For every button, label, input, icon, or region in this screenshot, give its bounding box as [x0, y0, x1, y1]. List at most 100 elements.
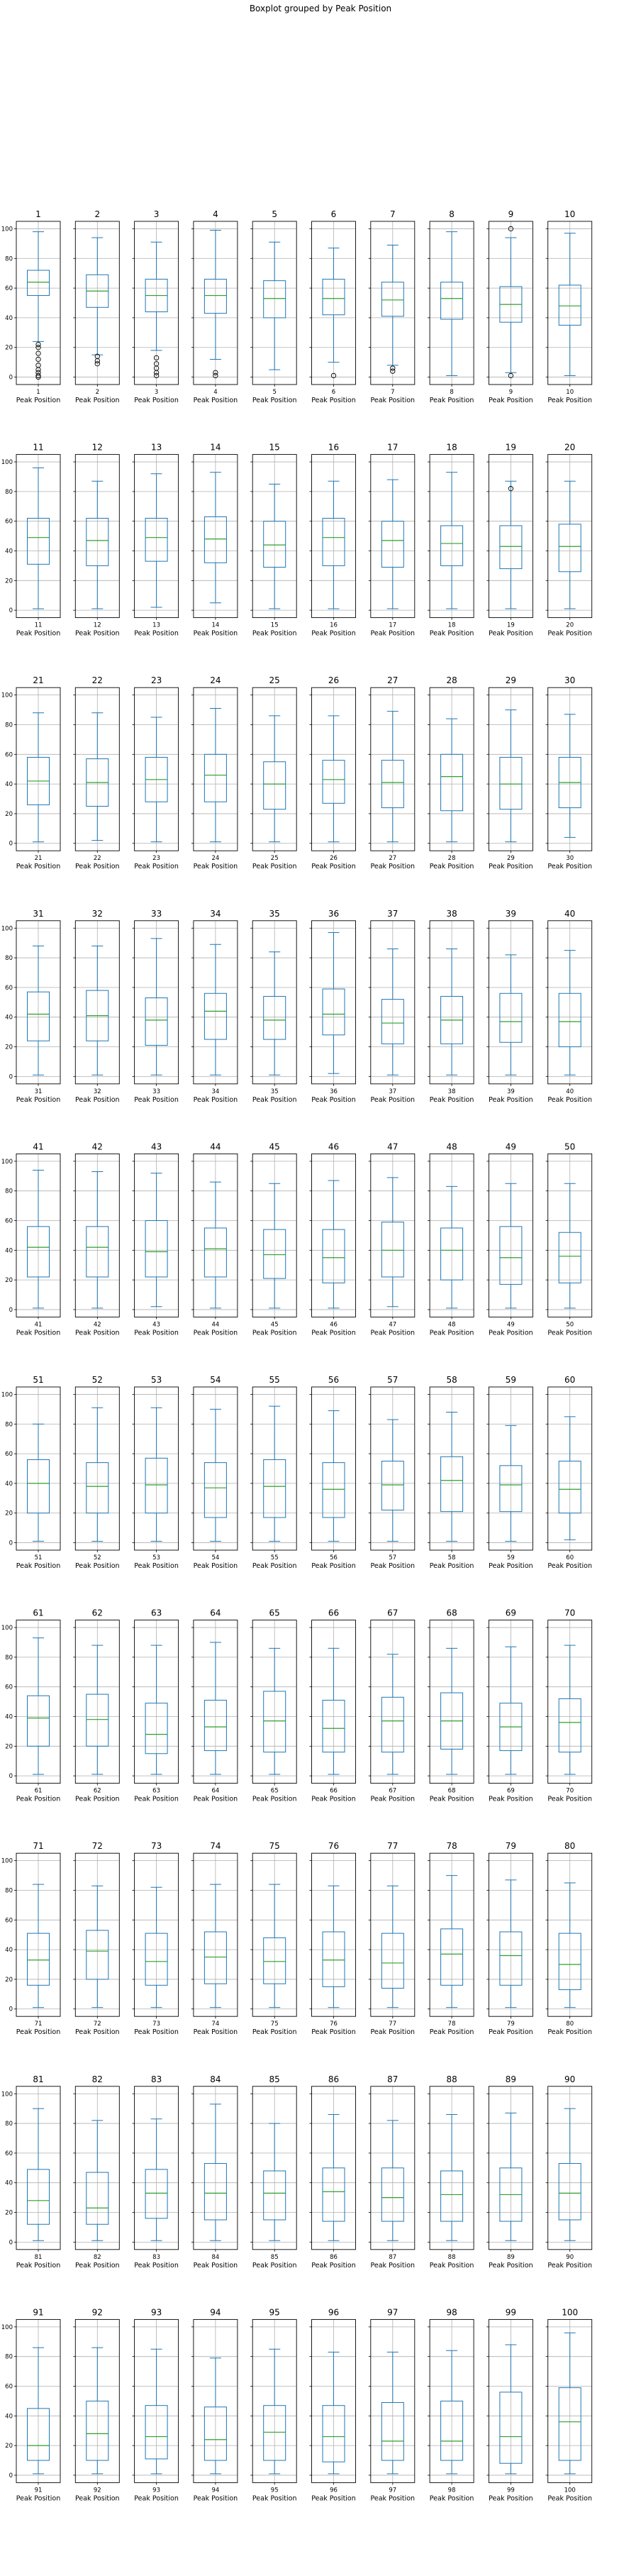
x-tick-label: 53 [152, 1554, 160, 1561]
x-tick-label: 55 [271, 1554, 279, 1561]
x-tick-label: 66 [330, 1788, 338, 1795]
y-tick-label: 20 [5, 577, 13, 585]
iqr-box [322, 988, 345, 1036]
iqr-box [322, 1931, 345, 1987]
x-axis-label: Peak Position [16, 1329, 61, 1337]
iqr-box [204, 1700, 227, 1752]
iqr-box [145, 1933, 168, 1986]
panel-title: 37 [387, 909, 398, 919]
x-axis-label: Peak Position [134, 2494, 179, 2502]
y-tick-label: 20 [5, 1044, 13, 1051]
iqr-box [322, 2405, 345, 2462]
y-tick-label: 0 [9, 1773, 13, 1780]
panel-title: 20 [564, 443, 575, 453]
x-axis-label: Peak Position [311, 1562, 356, 1570]
panel-title: 12 [92, 443, 103, 453]
iqr-box [145, 1220, 168, 1278]
iqr-box [499, 756, 523, 810]
x-tick-label: 68 [448, 1788, 456, 1795]
y-tick-label: 20 [5, 1743, 13, 1750]
panel-title: 86 [328, 2074, 339, 2084]
iqr-box [322, 760, 345, 804]
x-tick-label: 12 [94, 622, 101, 629]
y-tick-label: 40 [5, 781, 13, 788]
flier-point [390, 368, 396, 374]
panel-title: 44 [210, 1141, 221, 1151]
x-tick-label: 91 [35, 2487, 43, 2494]
iqr-box [322, 1700, 345, 1753]
panel-title: 49 [506, 1141, 516, 1151]
x-tick-label: 64 [211, 1788, 219, 1795]
panel-title: 31 [33, 909, 43, 919]
panel-title: 51 [33, 1375, 43, 1385]
x-axis-label: Peak Position [311, 863, 356, 870]
x-axis-label: Peak Position [371, 1329, 416, 1337]
x-tick-label: 79 [507, 2021, 515, 2028]
y-tick-label: 80 [5, 489, 13, 496]
y-tick-label: 40 [5, 548, 13, 555]
iqr-box [263, 1691, 286, 1753]
y-tick-label: 0 [9, 607, 13, 614]
x-tick-label: 48 [448, 1321, 456, 1328]
panel-title: 27 [387, 675, 398, 685]
x-axis-label: Peak Position [430, 2494, 474, 2502]
x-tick-label: 47 [389, 1321, 396, 1328]
x-axis-label: Peak Position [75, 630, 120, 638]
iqr-box [263, 995, 286, 1040]
x-axis-label: Peak Position [252, 1329, 297, 1337]
panel-title: 29 [506, 675, 516, 685]
x-tick-label: 4 [213, 389, 217, 396]
panel-title: 91 [33, 2307, 43, 2317]
panel-title: 70 [564, 1608, 575, 1618]
y-tick-label: 60 [5, 1217, 13, 1225]
iqr-box [145, 2405, 168, 2460]
x-tick-label: 78 [448, 2021, 456, 2028]
panel-title: 74 [210, 1841, 221, 1851]
x-axis-label: Peak Position [194, 1096, 238, 1104]
iqr-box [263, 2405, 286, 2461]
x-tick-label: 35 [271, 1088, 279, 1095]
x-axis-label: Peak Position [75, 863, 120, 870]
panel-title: 97 [387, 2307, 398, 2317]
x-tick-label: 31 [35, 1088, 43, 1095]
panel-title: 81 [33, 2074, 43, 2084]
panel-title: 68 [446, 1608, 457, 1618]
panel-title: 96 [328, 2307, 339, 2317]
panel-title: 98 [446, 2307, 457, 2317]
y-tick-label: 60 [5, 2383, 13, 2390]
x-axis-label: Peak Position [75, 1329, 120, 1337]
x-tick-label: 1 [36, 389, 40, 396]
x-axis-label: Peak Position [547, 2494, 592, 2502]
iqr-box [204, 753, 227, 802]
iqr-box [86, 1693, 109, 1747]
x-axis-label: Peak Position [371, 397, 416, 404]
y-tick-label: 60 [5, 519, 13, 526]
x-tick-label: 2 [96, 389, 99, 396]
y-tick-label: 100 [1, 925, 13, 932]
x-axis-label: Peak Position [489, 2494, 533, 2502]
y-tick-label: 60 [5, 985, 13, 992]
panel-title: 65 [269, 1608, 280, 1618]
panel-title: 33 [151, 909, 162, 919]
x-axis-label: Peak Position [430, 2262, 474, 2270]
panel-title: 55 [269, 1375, 280, 1385]
panel-title: 79 [506, 1841, 516, 1851]
panel-title: 72 [92, 1841, 103, 1851]
x-tick-label: 46 [330, 1321, 338, 1328]
